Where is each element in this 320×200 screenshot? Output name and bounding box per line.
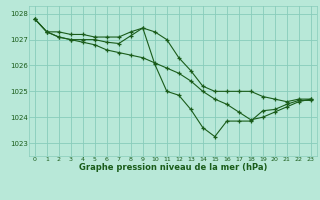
X-axis label: Graphe pression niveau de la mer (hPa): Graphe pression niveau de la mer (hPa) [79,163,267,172]
